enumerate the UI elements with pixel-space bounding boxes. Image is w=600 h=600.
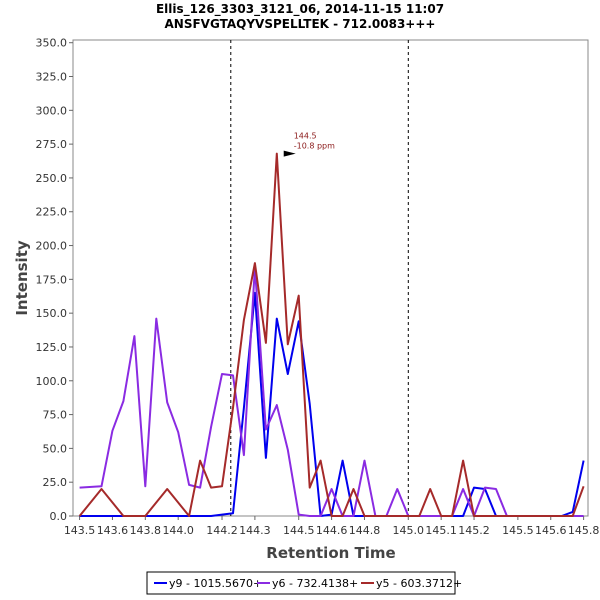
y-axis-label: Intensity [13,240,31,316]
chart-subtitle: ANSFVGTAQYVSPELLTEK - 712.0083+++ [165,17,436,31]
y-tick-label: 250.0 [36,172,68,185]
x-tick-label: 144.8 [349,524,381,537]
x-tick-label: 145.0 [393,524,425,537]
x-tick-label: 143.5 [64,524,96,537]
chart-title: Ellis_126_3303_3121_06, 2014-11-15 11:07 [156,2,444,17]
series-line [79,266,584,517]
y-tick-label: 50.0 [43,442,68,455]
plot-area [72,39,589,517]
y-tick-label: 350.0 [36,37,68,50]
x-tick-label: 143.6 [97,524,129,537]
y-tick-label: 0.0 [50,510,68,523]
x-tick-label: 144.2 [206,524,238,537]
y-tick-label: 225.0 [36,206,68,219]
y-tick-label: 25.0 [43,476,68,489]
series-line [78,152,585,517]
x-tick-label: 145.2 [458,524,490,537]
apex-ppm-label: -10.8 ppm [294,142,335,151]
y-tick-label: 200.0 [36,240,68,253]
y-tick-label: 75.0 [43,409,68,422]
x-tick-label: 144.5 [283,524,315,537]
apex-rt-label: 144.5 [294,132,317,141]
y-tick-label: 100.0 [36,375,68,388]
legend: y9 - 1015.5670+ y6 - 732.4138+ y5 - 603.37… [146,571,462,595]
y-tick-label: 175.0 [36,273,68,286]
x-tick-label: 145.5 [502,524,534,537]
apex-annotation: 144.5 -10.8 ppm [283,132,335,157]
legend-label: y6 - 732.4138+ [272,577,358,590]
y-tick-label: 325.0 [36,71,68,84]
y-tick-label: 300.0 [36,104,68,117]
legend-box [146,571,456,595]
y-axis: 0.0 25.0 50.0 75.0 100.0 125.0 150.0 175.0 200.0… [36,37,73,523]
y-tick-label: 275.0 [36,138,68,151]
x-tick-label: 145.6 [535,524,567,537]
y-tick-label: 150.0 [36,307,68,320]
x-tick-label: 145.8 [568,524,600,537]
legend-label: y9 - 1015.5670+ [169,577,262,590]
x-axis: 143.5 143.6 143.8 144.0 144.2 144.3 144.5 144.6… [64,516,600,537]
x-tick-label: 144.0 [162,524,194,537]
series-layer [78,152,585,517]
y-tick-label: 125.0 [36,341,68,354]
x-tick-label: 144.6 [316,524,348,537]
x-axis-label: Retention Time [266,544,395,562]
boundary-lines [230,40,409,516]
legend-label: y5 - 603.3712+ [376,577,462,590]
x-tick-label: 145.1 [425,524,457,537]
apex-arrow-icon [283,150,296,157]
x-tick-label: 144.3 [239,524,271,537]
x-tick-label: 143.8 [130,524,162,537]
